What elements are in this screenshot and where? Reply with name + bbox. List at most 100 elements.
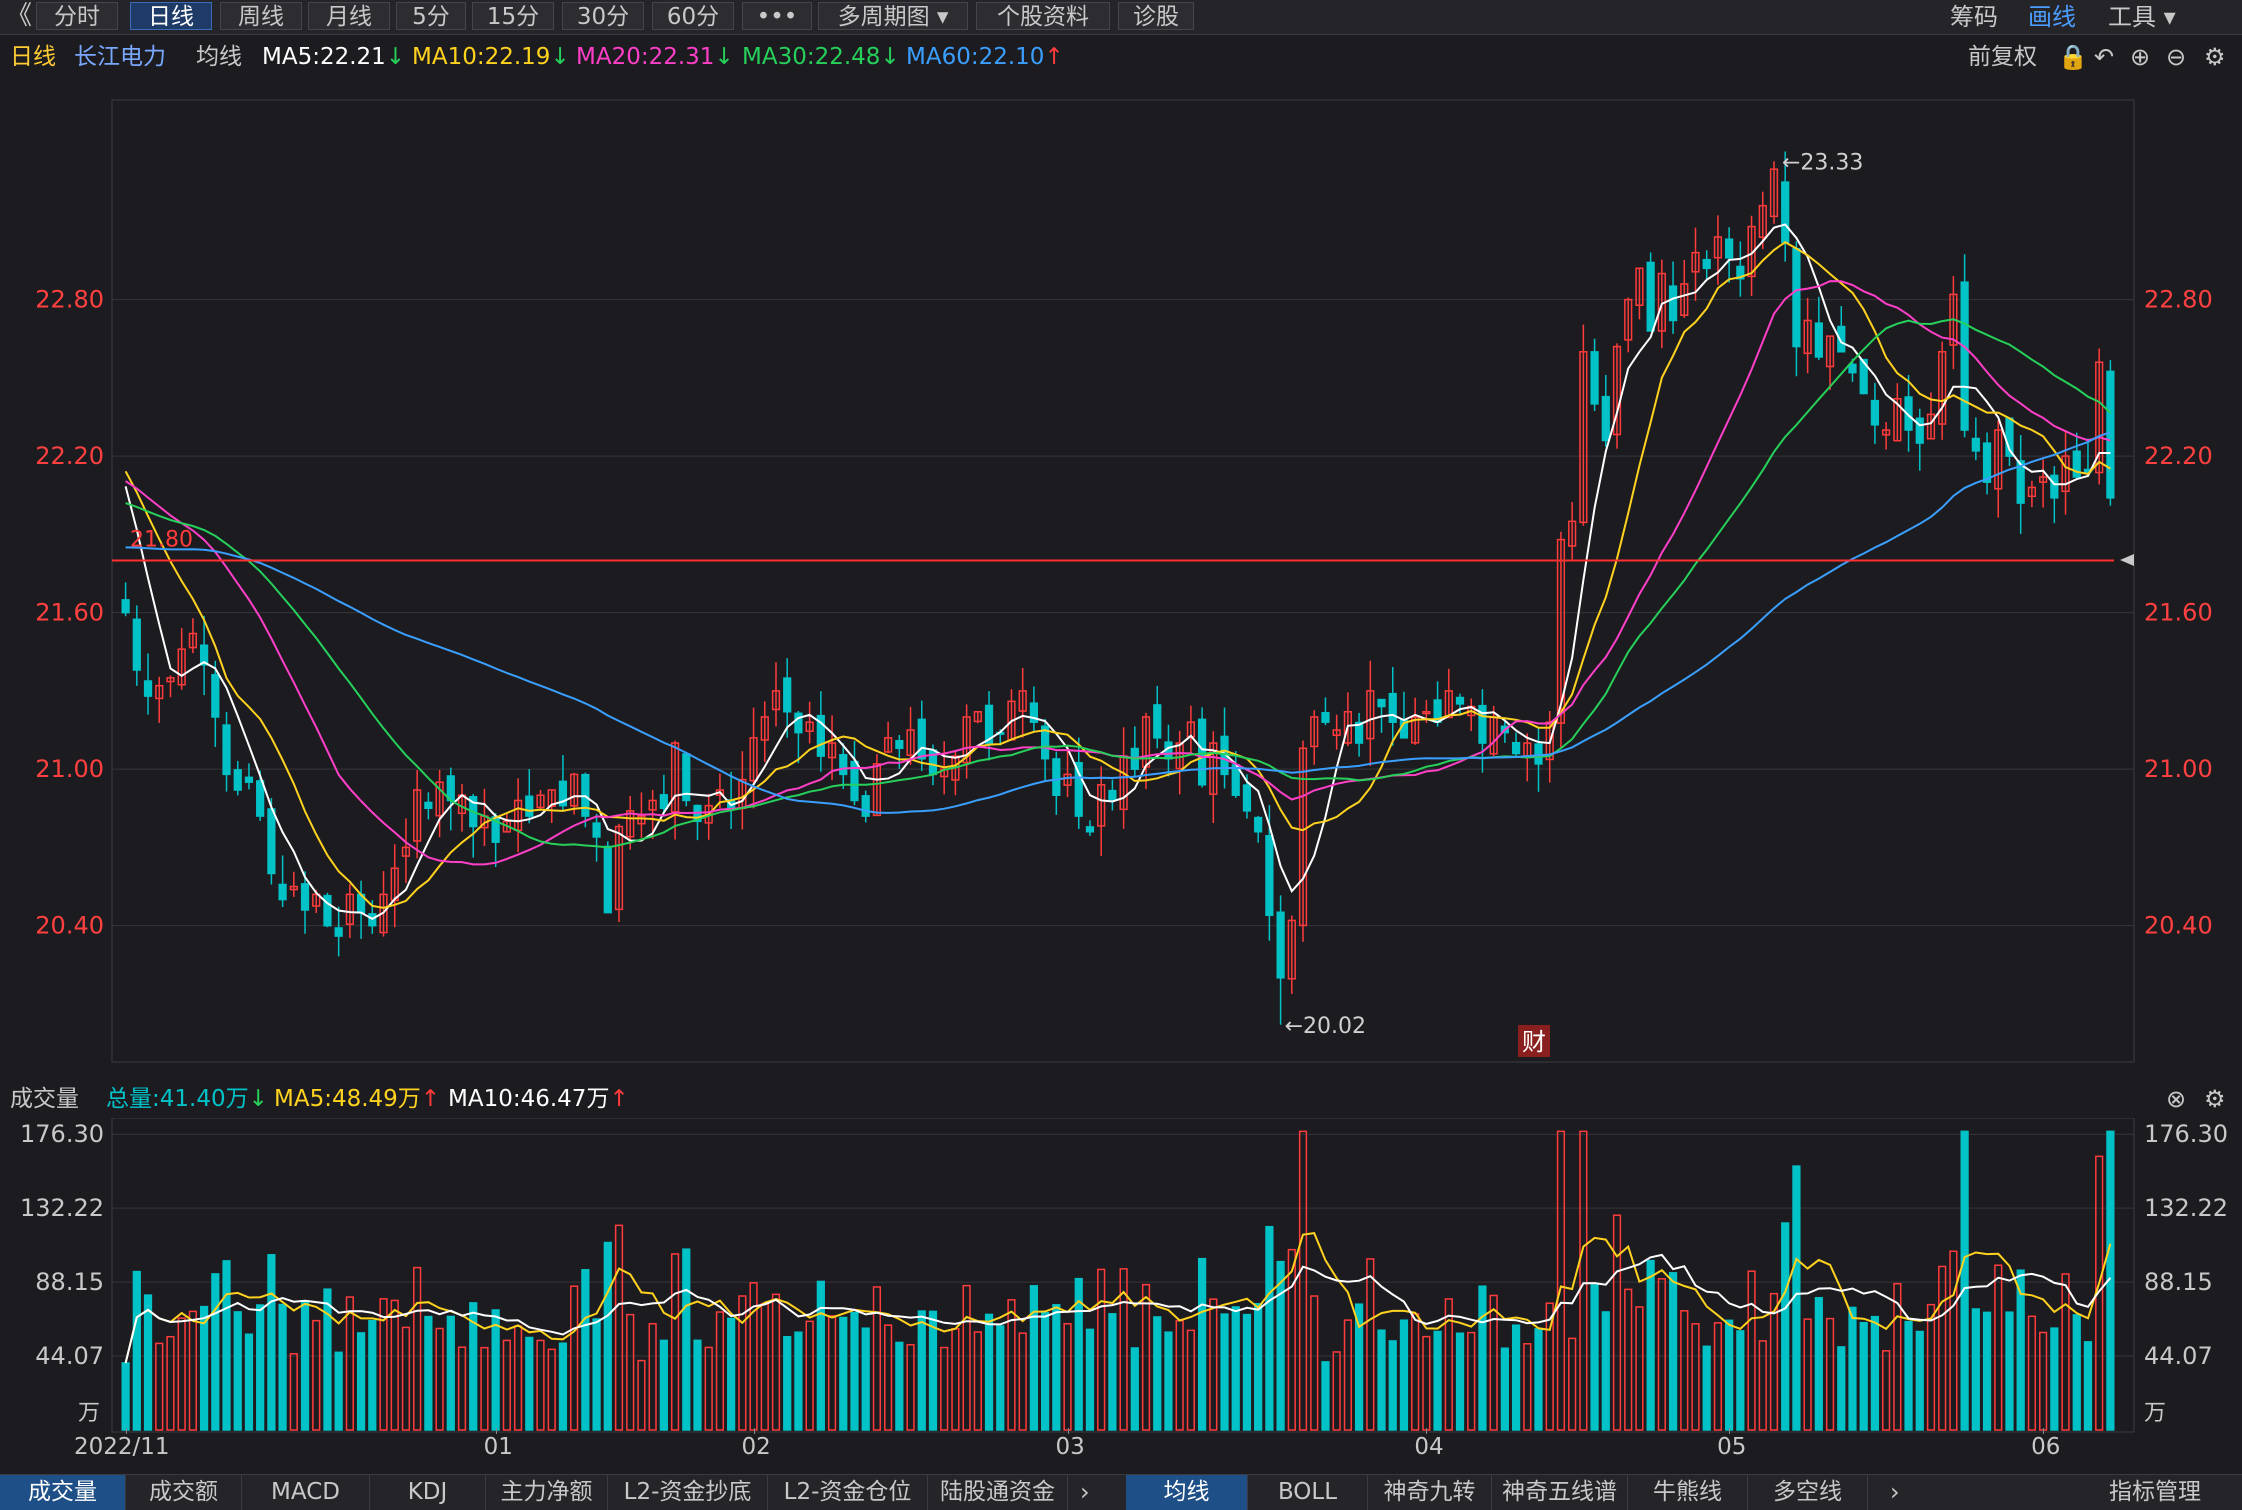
candle-body <box>345 893 354 925</box>
ma10-text: MA10:22.19 <box>412 44 551 70</box>
candle-body <box>1511 741 1521 755</box>
undo-icon[interactable]: ↶ <box>2094 43 2115 71</box>
tab-rixian[interactable]: 日线 <box>130 2 212 30</box>
price-tick-right: 22.80 <box>2144 286 2213 314</box>
up-arrow-icon: ↑ <box>1044 44 1064 70</box>
volume-bar <box>704 1346 713 1431</box>
candle-body <box>2072 450 2081 478</box>
ma5-text: MA5:22.21 <box>262 44 386 70</box>
candle-body <box>289 885 298 891</box>
tab-15min[interactable]: 15分 <box>472 2 554 30</box>
support-line[interactable]: 21.80 <box>112 527 2114 562</box>
chip-button[interactable]: 筹码 <box>1950 3 1998 31</box>
tab-northbound[interactable]: 陆股通资金 <box>928 1475 1068 1510</box>
candle-body <box>850 760 859 802</box>
volume-bar <box>1646 1259 1655 1431</box>
back-icon[interactable]: 《 <box>6 1 33 31</box>
tab-boll[interactable]: BOLL <box>1248 1475 1368 1510</box>
tab-60min[interactable]: 60分 <box>652 2 734 30</box>
volume-bar <box>603 1241 612 1431</box>
volume-bar <box>670 1253 680 1431</box>
volume-bar <box>143 1294 153 1431</box>
volume-title[interactable]: 成交量 <box>10 1086 79 1112</box>
tab-diagnose[interactable]: 诊股 <box>1118 2 1194 30</box>
kline-chart[interactable]: 20.40 20.40 21.00 21.00 21.60 21.60 22.20 22.20… <box>0 95 2242 1065</box>
volume-bar <box>1657 1278 1666 1431</box>
date-tick-mark <box>1426 1428 1428 1434</box>
volume-grid <box>112 1133 2134 1357</box>
tools-dropdown[interactable]: 工具 ▾ <box>2108 3 2176 31</box>
close-icon[interactable]: ⊗ <box>2166 1085 2187 1113</box>
volume-tick-right: 132.22 <box>2144 1194 2228 1222</box>
tab-ma[interactable]: 均线 <box>1126 1475 1248 1510</box>
volume-ma-lines <box>124 1232 2112 1364</box>
volume-bar <box>379 1298 388 1431</box>
tab-volume[interactable]: 成交量 <box>0 1475 126 1510</box>
candle-body <box>401 846 411 857</box>
tab-l2-bottom[interactable]: L2-资金抄底 <box>608 1475 768 1510</box>
candle-body <box>637 815 646 825</box>
tab-macd[interactable]: MACD <box>242 1475 370 1510</box>
volume-bar <box>1377 1329 1386 1431</box>
zoom-out-icon[interactable]: ⊖ <box>2166 43 2187 71</box>
volume-bar <box>199 1305 209 1431</box>
tab-turnover[interactable]: 成交额 <box>126 1475 242 1510</box>
scroll-right-icon[interactable]: › <box>1890 1478 1900 1506</box>
volume-bar <box>1444 1298 1453 1431</box>
price-tick-left: 21.60 <box>35 599 104 627</box>
tab-main-net[interactable]: 主力净额 <box>486 1475 608 1510</box>
current-price-pointer-icon <box>2120 554 2134 566</box>
candle-body <box>547 789 556 807</box>
tab-l2-position[interactable]: L2-资金仓位 <box>768 1475 928 1510</box>
tab-stock-info[interactable]: 个股资料 <box>976 2 1110 30</box>
gear-icon[interactable]: ⚙ <box>2204 43 2226 71</box>
volume-bar <box>928 1310 938 1431</box>
price-grid <box>112 299 2134 927</box>
volume-bar <box>1668 1272 1678 1431</box>
volume-bar <box>188 1310 198 1431</box>
price-axis-labels: 20.40 20.40 21.00 21.00 21.60 21.60 22.20 22.20… <box>35 286 2212 940</box>
candle-body <box>1882 429 1891 436</box>
candle-body <box>1848 363 1857 374</box>
tab-five-lines[interactable]: 神奇五线谱 <box>1492 1475 1628 1510</box>
zoom-in-icon[interactable]: ⊕ <box>2130 43 2151 71</box>
candle-body <box>1097 784 1106 827</box>
volume-bar <box>1332 1351 1341 1431</box>
volume-bar <box>244 1333 254 1431</box>
volume-ma5: MA5:48.49万↑ <box>274 1082 440 1116</box>
volume-bar <box>1343 1319 1352 1431</box>
candle-body <box>805 721 814 732</box>
indicator-manage-button[interactable]: 指标管理 <box>2109 1479 2201 1505</box>
volume-bar <box>1725 1319 1734 1431</box>
multi-period-dropdown[interactable]: 多周期图 ▾ <box>818 2 968 30</box>
tab-zhouxian[interactable]: 周线 <box>220 2 302 30</box>
tab-long-short[interactable]: 多空线 <box>1748 1475 1868 1510</box>
volume-bar <box>839 1316 848 1431</box>
scroll-right-icon[interactable]: › <box>1080 1478 1090 1506</box>
volume-bar <box>1388 1340 1397 1431</box>
volume-chart[interactable]: 44.07 44.07 88.15 88.15 132.22 132.22 176.30 17… <box>0 1118 2242 1434</box>
date-axis: 2022/11 01 02 03 04 05 06 <box>0 1428 2242 1468</box>
tab-fenshi[interactable]: 分时 <box>36 2 118 30</box>
stock-name[interactable]: 长江电力 <box>74 44 166 70</box>
volume-bar <box>1624 1288 1633 1431</box>
volume-bar <box>513 1325 523 1431</box>
volume-bar <box>1590 1284 1599 1431</box>
tab-30min[interactable]: 30分 <box>562 2 644 30</box>
volume-bar <box>626 1313 635 1431</box>
adjust-mode[interactable]: 前复权 <box>1968 44 2037 70</box>
avg-label[interactable]: 均线 <box>196 44 242 70</box>
tab-yuexian[interactable]: 月线 <box>308 2 390 30</box>
gear-icon[interactable]: ⚙ <box>2204 1085 2226 1113</box>
draw-line-button[interactable]: 画线 <box>2028 3 2076 31</box>
hline-label: 21.80 <box>130 527 193 552</box>
tab-5min[interactable]: 5分 <box>396 2 466 30</box>
tab-nine-turn[interactable]: 神奇九转 <box>1368 1475 1492 1510</box>
more-periods-button[interactable]: ••• <box>742 2 812 30</box>
lock-icon[interactable]: 🔒 <box>2058 43 2088 71</box>
tab-kdj[interactable]: KDJ <box>370 1475 486 1510</box>
date-tick-mark <box>125 1428 127 1434</box>
event-marker[interactable]: 财 <box>1518 1025 1550 1057</box>
volume-bar <box>256 1304 265 1431</box>
tab-bull-bear[interactable]: 牛熊线 <box>1628 1475 1748 1510</box>
